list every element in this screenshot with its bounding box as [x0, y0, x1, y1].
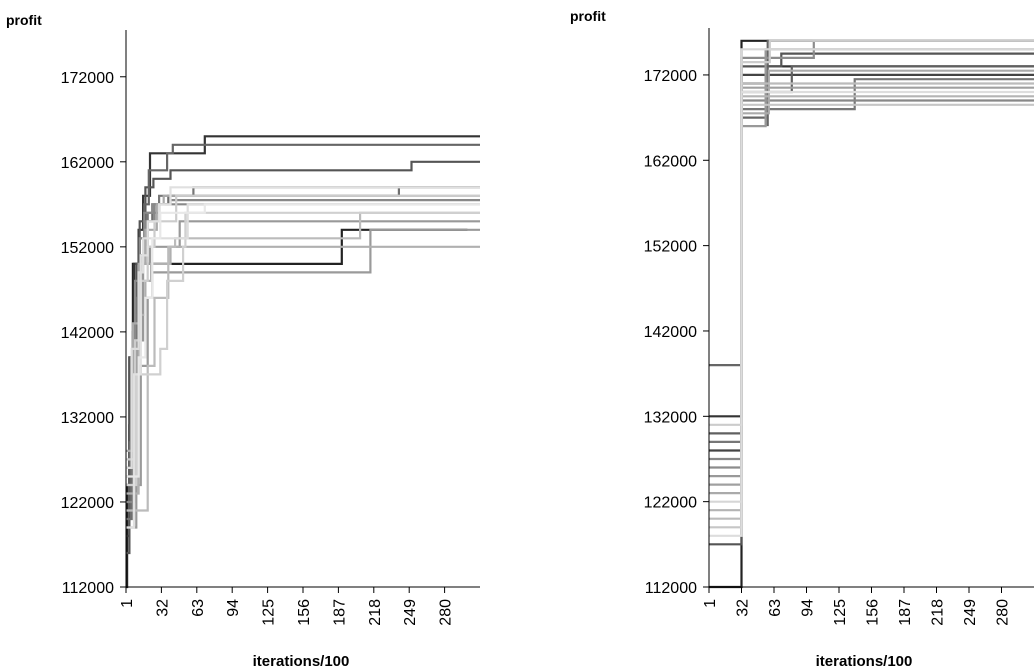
- series-line-1: [126, 228, 468, 589]
- x-tick-label: 218: [367, 599, 384, 626]
- x-tick-label: 249: [962, 599, 979, 626]
- y-tick-label: 162000: [61, 155, 114, 172]
- series-line-14: [126, 194, 480, 461]
- x-tick-label: 125: [832, 599, 849, 626]
- y-axis-title: profit: [6, 12, 42, 28]
- series-line-5: [709, 65, 1034, 435]
- x-tick-label: 280: [995, 599, 1012, 626]
- y-axis-title: profit: [570, 8, 606, 24]
- series-line-6: [709, 39, 1034, 367]
- series-line-16: [709, 39, 1034, 426]
- x-tick-label: 94: [225, 599, 242, 617]
- right-chart-panel: profit iterations/100 112000 122000 132000…: [570, 8, 1034, 670]
- x-tick-label: 32: [735, 599, 752, 617]
- x-tick-label: 125: [261, 599, 278, 626]
- y-tick-label: 172000: [61, 70, 114, 87]
- series-line-13: [709, 95, 1034, 512]
- y-tick-label: 122000: [644, 495, 697, 512]
- y-tick-label: 112000: [645, 580, 697, 597]
- y-tick-label: 162000: [644, 153, 697, 170]
- x-tick-label: 249: [402, 599, 419, 626]
- series-group: [709, 39, 1034, 589]
- series-line-18: [126, 203, 480, 478]
- series-line-14: [709, 82, 1034, 520]
- x-tick-label: 187: [331, 599, 348, 626]
- series-line-8: [709, 99, 1034, 461]
- series-line-3: [709, 73, 1034, 452]
- series-line-11: [709, 86, 1034, 486]
- x-tick-label: 218: [930, 599, 947, 626]
- x-tick-label: 156: [296, 599, 313, 626]
- series-line-7: [709, 78, 1034, 443]
- x-tick-label: 94: [800, 599, 817, 617]
- series-line-15: [126, 211, 480, 487]
- series-line-12: [126, 245, 480, 495]
- y-tick-label: 142000: [61, 325, 114, 342]
- series-line-4: [709, 52, 1034, 546]
- x-tick-label: 280: [438, 599, 455, 626]
- left-chart-panel: profit iterations/100 112000 122000 132000…: [6, 12, 480, 670]
- y-tick-label: 132000: [61, 410, 114, 427]
- x-axis-title: iterations/100: [816, 653, 913, 670]
- x-tick-label: 156: [865, 599, 882, 626]
- x-tick-label: 1: [119, 599, 136, 608]
- x-tick-label: 187: [897, 599, 914, 626]
- y-tick-label: 142000: [644, 324, 697, 341]
- x-tick-label: 63: [767, 599, 784, 617]
- x-tick-label: 1: [702, 599, 719, 608]
- x-axis-title: iterations/100: [253, 653, 350, 670]
- y-tick-label: 152000: [61, 240, 114, 257]
- series-line-9: [126, 220, 480, 529]
- y-tick-label: 132000: [644, 409, 697, 426]
- y-tick-label: 122000: [61, 495, 114, 512]
- series-line-10: [126, 228, 480, 487]
- x-tick-label: 63: [190, 599, 207, 617]
- series-group: [126, 135, 480, 589]
- y-tick-label: 112000: [62, 580, 114, 597]
- y-tick-label: 152000: [644, 239, 697, 256]
- series-line-18: [709, 90, 1034, 537]
- series-line-12: [709, 69, 1034, 495]
- series-line-17: [126, 186, 480, 529]
- series-line-11: [126, 194, 480, 452]
- series-line-2: [709, 65, 1034, 418]
- series-line-15: [709, 103, 1034, 529]
- y-tick-label: 172000: [644, 68, 697, 85]
- series-line-13: [126, 211, 480, 512]
- series-line-1: [709, 39, 1034, 589]
- x-tick-label: 32: [154, 599, 171, 617]
